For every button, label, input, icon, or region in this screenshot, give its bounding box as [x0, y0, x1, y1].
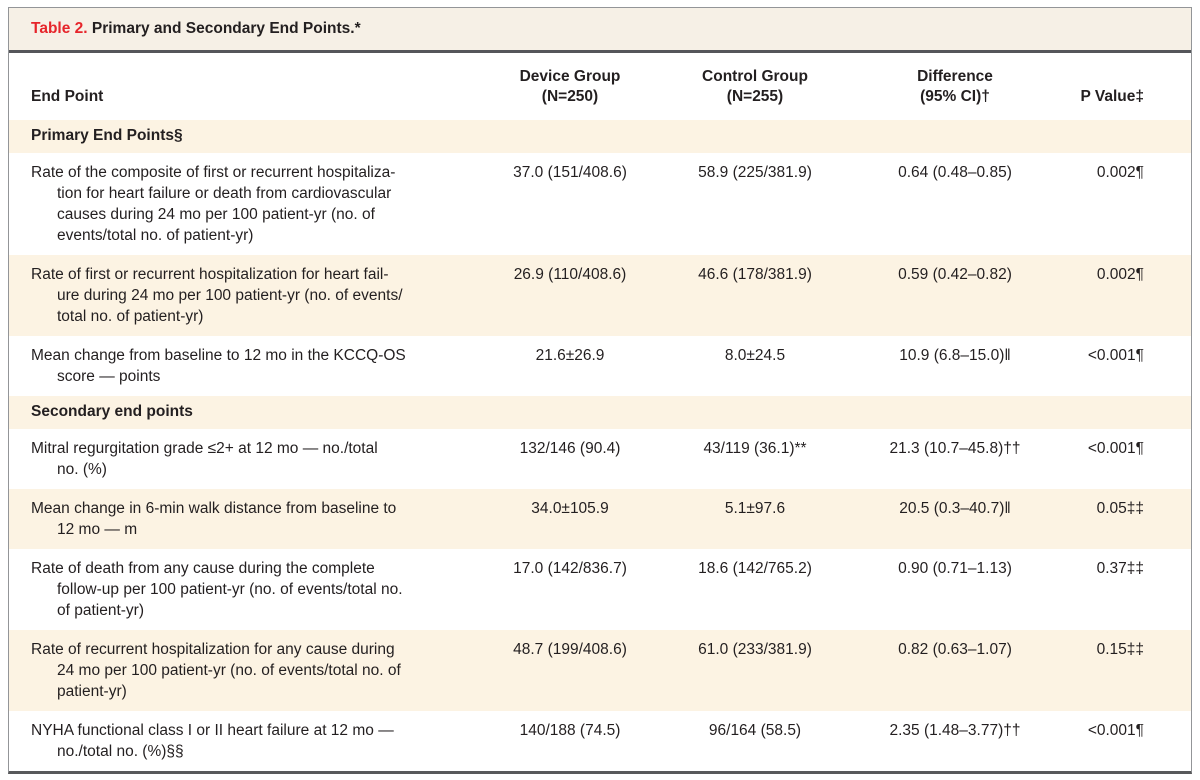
table-row: Rate of recurrent hospitalization for an… — [9, 630, 1191, 711]
endpoint-cell: Mitral regurgitation grade ≤2+ at 12 mo … — [9, 429, 481, 489]
difference-value: 2.35 (1.48–3.77)†† — [889, 722, 1021, 739]
table-title-text: Primary and Secondary End Points.* — [87, 20, 361, 37]
endpoint-cell: NYHA functional class I or II heart fail… — [9, 711, 481, 771]
endpoint-cell: Rate of death from any cause during the … — [9, 549, 481, 630]
table-number: Table 2. — [31, 20, 88, 37]
difference-value: 0.82 (0.63–1.07) — [898, 641, 1012, 658]
p-value: <0.001¶ — [1087, 722, 1144, 739]
endpoint-cell: Rate of the composite of first or recurr… — [9, 153, 481, 255]
device-group-value: 26.9 (110/408.6) — [513, 266, 627, 283]
endpoint-cell: Mean change from baseline to 12 mo in th… — [9, 336, 481, 396]
col-header-device-group: Device Group (N=250) — [519, 68, 621, 105]
device-group-value: 34.0±105.9 — [531, 500, 609, 517]
table-row: Mean change from baseline to 12 mo in th… — [9, 336, 1191, 396]
device-group-value: 37.0 (151/408.6) — [513, 164, 627, 181]
control-group-value: 43/119 (36.1)** — [703, 440, 807, 457]
table-row: Mitral regurgitation grade ≤2+ at 12 mo … — [9, 429, 1191, 489]
control-group-value: 46.6 (178/381.9) — [698, 266, 812, 283]
table-row: Rate of first or recurrent hospitalizati… — [9, 255, 1191, 336]
section-header: Primary End Points§ — [9, 120, 1191, 153]
table-row: NYHA functional class I or II heart fail… — [9, 711, 1191, 771]
endpoint-label: Rate of recurrent hospitalization for an… — [31, 641, 401, 700]
endpoint-label: Rate of death from any cause during the … — [31, 560, 403, 619]
table-row: Rate of death from any cause during the … — [9, 549, 1191, 630]
endpoint-label: Mean change from baseline to 12 mo in th… — [31, 347, 406, 385]
column-header-row: End Point Device Group (N=250) Control G… — [9, 53, 1191, 120]
col-header-control-group: Control Group (N=255) — [702, 68, 808, 105]
endpoint-cell: Rate of recurrent hospitalization for an… — [9, 630, 481, 711]
col-header-p-value: P Value‡ — [1080, 88, 1144, 105]
difference-value: 20.5 (0.3–40.7)‖ — [899, 500, 1011, 517]
table-title: Table 2. Primary and Secondary End Point… — [9, 8, 1191, 53]
p-value: <0.001¶ — [1087, 347, 1144, 364]
endpoint-cell: Mean change in 6-min walk distance from … — [9, 489, 481, 549]
difference-value: 10.9 (6.8–15.0)‖ — [899, 347, 1011, 364]
endpoint-label: Rate of the composite of first or recurr… — [31, 164, 396, 244]
difference-value: 0.64 (0.48–0.85) — [898, 164, 1012, 181]
p-value: <0.001¶ — [1087, 440, 1144, 457]
p-value: 0.002¶ — [1096, 164, 1144, 181]
endpoints-table: Table 2. Primary and Secondary End Point… — [8, 7, 1192, 774]
control-group-value: 8.0±24.5 — [724, 347, 786, 364]
device-group-value: 48.7 (199/408.6) — [513, 641, 627, 658]
p-value: 0.002¶ — [1096, 266, 1144, 283]
endpoint-cell: Rate of first or recurrent hospitalizati… — [9, 255, 481, 336]
device-group-value: 21.6±26.9 — [535, 347, 605, 364]
p-value: 0.37‡‡ — [1096, 560, 1144, 577]
p-value: 0.05‡‡ — [1096, 500, 1144, 517]
difference-value: 0.90 (0.71–1.13) — [898, 560, 1012, 577]
endpoint-label: Rate of first or recurrent hospitalizati… — [31, 266, 403, 325]
table-row: Rate of the composite of first or recurr… — [9, 153, 1191, 255]
difference-value: 0.59 (0.42–0.82) — [898, 266, 1012, 283]
control-group-value: 61.0 (233/381.9) — [698, 641, 812, 658]
endpoint-label: Mitral regurgitation grade ≤2+ at 12 mo … — [31, 440, 378, 478]
difference-value: 21.3 (10.7–45.8)†† — [889, 440, 1021, 457]
col-header-endpoint: End Point — [31, 88, 104, 105]
control-group-value: 58.9 (225/381.9) — [698, 164, 812, 181]
control-group-value: 5.1±97.6 — [724, 500, 786, 517]
table-body: Primary End Points§ Rate of the composit… — [9, 120, 1191, 771]
control-group-value: 18.6 (142/765.2) — [698, 560, 812, 577]
endpoint-label: NYHA functional class I or II heart fail… — [31, 722, 394, 760]
device-group-value: 140/188 (74.5) — [519, 722, 621, 739]
col-header-difference: Difference (95% CI)† — [917, 68, 993, 105]
section-header: Secondary end points — [9, 396, 1191, 429]
endpoint-label: Mean change in 6-min walk distance from … — [31, 500, 397, 538]
table-row: Mean change in 6-min walk distance from … — [9, 489, 1191, 549]
device-group-value: 17.0 (142/836.7) — [513, 560, 627, 577]
control-group-value: 96/164 (58.5) — [708, 722, 802, 739]
p-value: 0.15‡‡ — [1096, 641, 1144, 658]
device-group-value: 132/146 (90.4) — [519, 440, 621, 457]
